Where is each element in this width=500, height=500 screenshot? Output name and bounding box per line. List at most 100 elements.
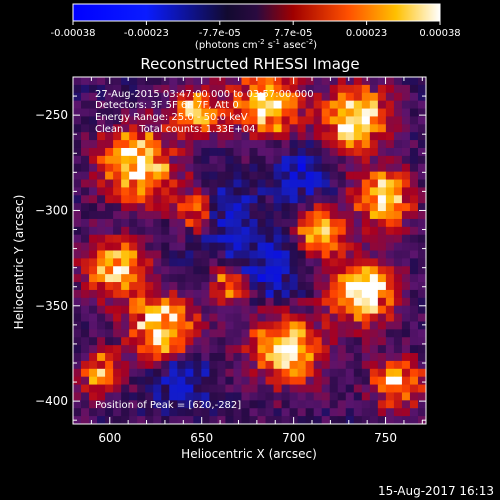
heatmap-cell bbox=[105, 203, 114, 212]
heatmap-cell bbox=[313, 226, 323, 236]
heatmap-cell bbox=[121, 195, 130, 204]
heatmap-cell bbox=[265, 132, 274, 141]
heatmap-cell bbox=[353, 108, 363, 117]
heatmap-cell bbox=[265, 321, 274, 330]
heatmap-cell bbox=[225, 124, 234, 133]
heatmap-cell bbox=[113, 132, 122, 141]
heatmap-cell bbox=[297, 282, 307, 291]
heatmap-cell bbox=[345, 408, 355, 417]
heatmap-cell bbox=[121, 376, 130, 385]
heatmap-cell bbox=[161, 337, 170, 346]
heatmap-cell bbox=[289, 384, 299, 393]
heatmap-cell bbox=[281, 329, 291, 338]
heatmap-cell bbox=[289, 274, 299, 283]
heatmap-cell bbox=[241, 329, 250, 338]
heatmap-cell bbox=[241, 337, 250, 346]
heatmap-cell bbox=[97, 218, 106, 228]
heatmap-cell bbox=[233, 376, 242, 385]
heatmap-cell bbox=[265, 360, 274, 370]
heatmap-cell bbox=[353, 360, 363, 370]
heatmap-cell bbox=[337, 226, 347, 236]
heatmap-cell bbox=[185, 337, 194, 346]
heatmap-cell bbox=[297, 171, 307, 180]
heatmap-cell bbox=[193, 92, 202, 102]
heatmap-cell bbox=[241, 77, 250, 86]
heatmap-cell bbox=[281, 116, 291, 125]
heatmap-cell bbox=[113, 116, 122, 125]
heatmap-cell bbox=[137, 289, 146, 299]
heatmap-cell bbox=[89, 337, 98, 346]
heatmap-cell bbox=[393, 376, 403, 385]
heatmap-cell bbox=[393, 297, 403, 307]
heatmap-cell bbox=[337, 416, 347, 424]
heatmap-cell bbox=[281, 392, 291, 401]
heatmap-cell bbox=[129, 274, 138, 283]
heatmap-cell bbox=[97, 408, 106, 417]
heatmap-cell bbox=[393, 416, 403, 424]
heatmap-cell bbox=[361, 234, 371, 244]
heatmap-cell bbox=[321, 250, 331, 259]
heatmap-cell bbox=[305, 321, 315, 330]
heatmap-cell bbox=[337, 400, 347, 409]
heatmap-cell bbox=[217, 77, 226, 86]
heatmap-cell bbox=[297, 155, 307, 165]
heatmap-cell bbox=[249, 376, 258, 385]
heatmap-cell bbox=[153, 408, 162, 417]
heatmap-cell bbox=[137, 124, 146, 133]
heatmap-cell bbox=[185, 400, 194, 409]
heatmap-cell bbox=[193, 400, 202, 409]
heatmap-cell bbox=[345, 218, 355, 228]
heatmap-cell bbox=[305, 77, 315, 86]
heatmap-cell bbox=[217, 234, 226, 244]
heatmap-cell bbox=[377, 171, 387, 180]
heatmap-cell bbox=[361, 187, 371, 196]
heatmap-cell bbox=[265, 305, 274, 314]
heatmap-cell bbox=[345, 274, 355, 283]
heatmap-cell bbox=[361, 218, 371, 228]
heatmap-cell bbox=[385, 140, 395, 149]
heatmap-cell bbox=[209, 360, 218, 370]
heatmap-cell bbox=[81, 282, 90, 291]
heatmap-cell bbox=[193, 297, 202, 307]
heatmap-cell bbox=[353, 250, 363, 259]
heatmap-cell bbox=[153, 345, 162, 354]
heatmap-cell bbox=[385, 203, 395, 212]
heatmap-cell bbox=[265, 140, 274, 149]
heatmap-cell bbox=[345, 124, 355, 133]
heatmap-cell bbox=[97, 163, 106, 173]
heatmap-cell bbox=[89, 282, 98, 291]
heatmap-cell bbox=[73, 171, 82, 180]
heatmap-cell bbox=[153, 353, 162, 362]
heatmap-cell bbox=[257, 337, 266, 346]
heatmap-cell bbox=[81, 360, 90, 370]
heatmap-cell bbox=[313, 360, 323, 370]
heatmap-cell bbox=[121, 132, 130, 141]
heatmap-cell bbox=[273, 226, 282, 236]
heatmap-cell bbox=[73, 313, 82, 322]
heatmap-cell bbox=[241, 345, 250, 354]
heatmap-cell bbox=[169, 242, 178, 251]
heatmap-cell bbox=[385, 84, 395, 94]
heatmap-cell bbox=[169, 163, 178, 173]
heatmap-cell bbox=[161, 234, 170, 244]
heatmap-cell bbox=[257, 226, 266, 236]
heatmap-cell bbox=[209, 416, 218, 424]
heatmap-cell bbox=[89, 132, 98, 141]
heatmap-cell bbox=[353, 100, 363, 109]
heatmap-cell bbox=[361, 195, 371, 204]
heatmap-cell bbox=[241, 234, 250, 244]
heatmap-cell bbox=[241, 84, 250, 94]
heatmap-cell bbox=[417, 400, 426, 409]
heatmap-cell bbox=[113, 218, 122, 228]
heatmap-cell bbox=[265, 258, 274, 267]
heatmap-cell bbox=[201, 108, 210, 117]
heatmap-cell bbox=[321, 258, 331, 267]
heatmap-cell bbox=[233, 266, 242, 275]
heatmap-cell bbox=[417, 179, 426, 188]
heatmap-cell bbox=[257, 408, 266, 417]
heatmap-cell bbox=[305, 337, 315, 346]
heatmap-cell bbox=[313, 321, 323, 330]
heatmap-cell bbox=[129, 258, 138, 267]
heatmap-cell bbox=[329, 274, 339, 283]
heatmap-cell bbox=[377, 384, 387, 393]
